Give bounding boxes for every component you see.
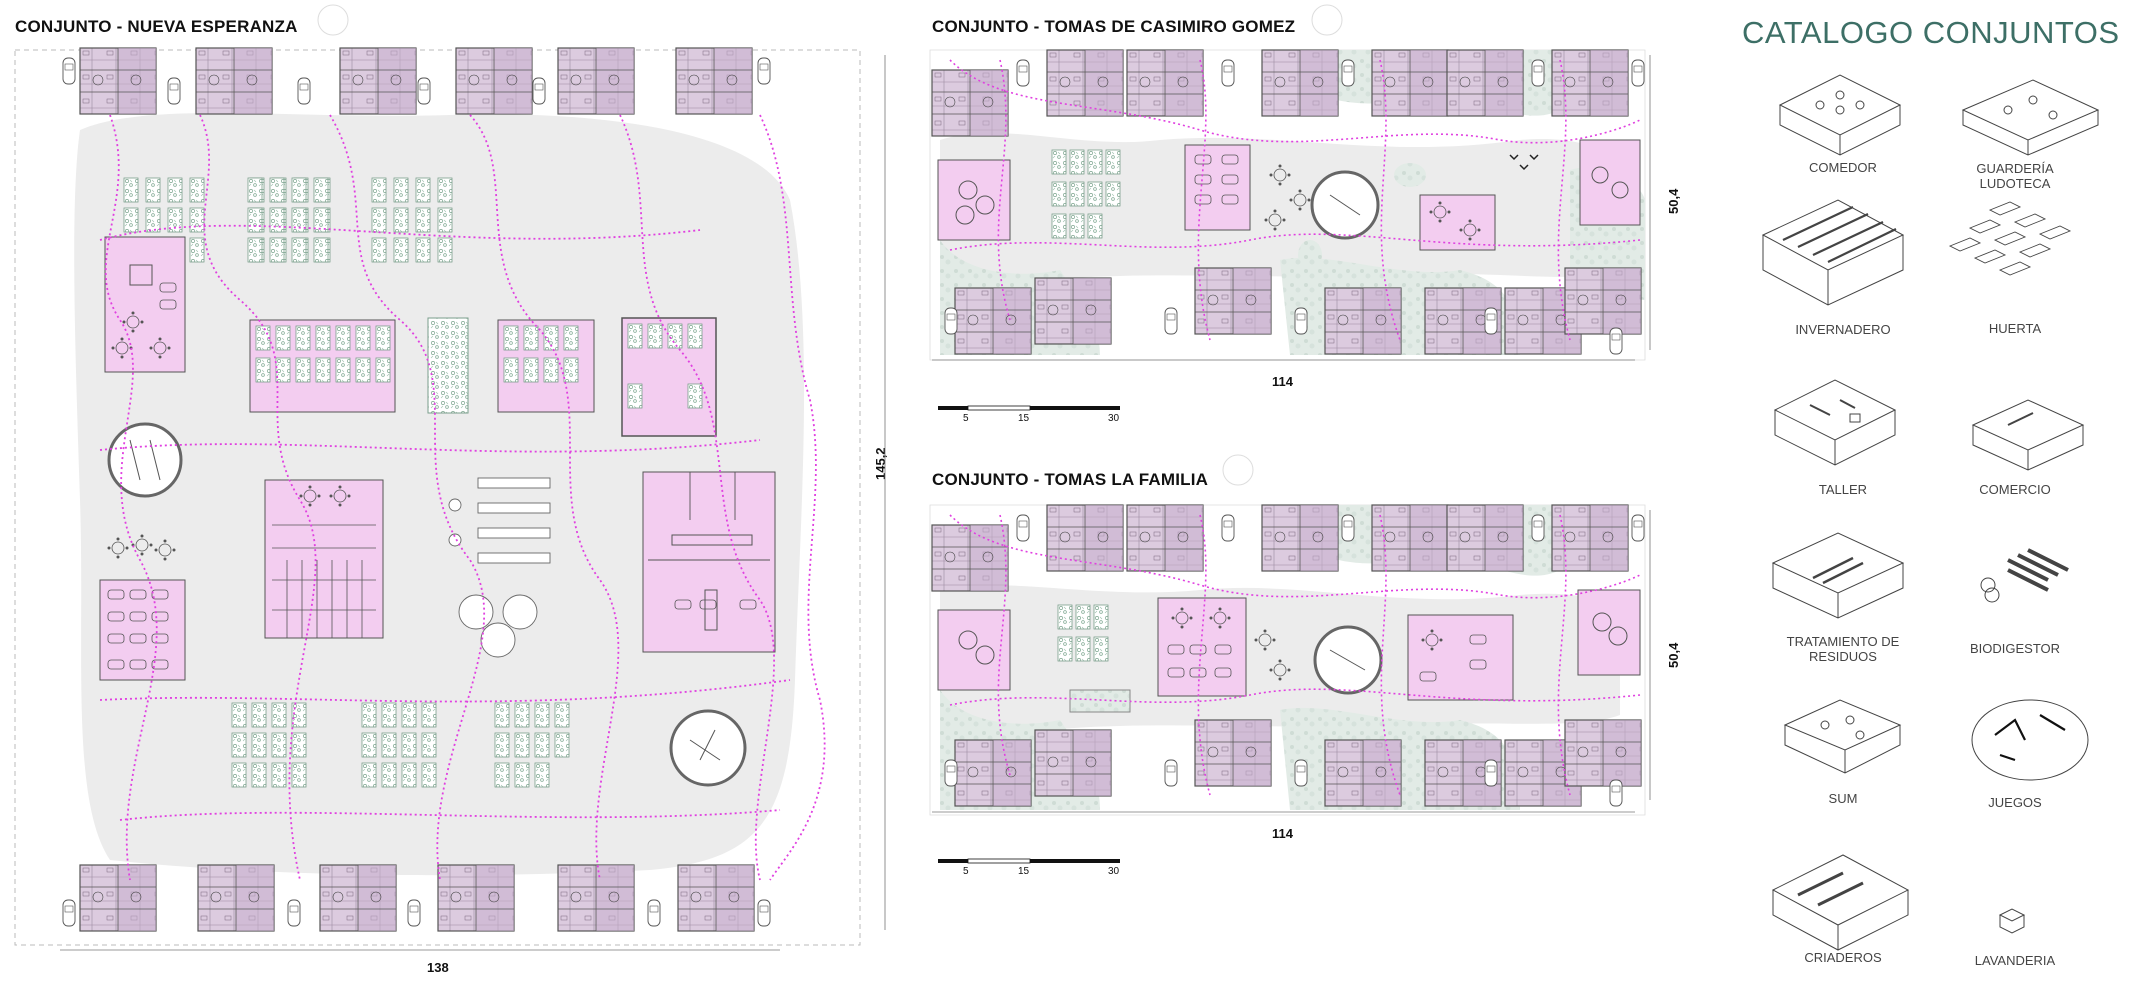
playground-axonometric-icon bbox=[1971, 699, 2089, 781]
dim-width-la-familia: 114 bbox=[1272, 826, 1293, 841]
breeding-axonometric-icon bbox=[1771, 854, 1910, 951]
catalog-label-sum: SUM bbox=[1828, 791, 1858, 806]
scale-bar-1 bbox=[938, 405, 1120, 411]
catalog-label-huerta: HUERTA bbox=[1988, 321, 2042, 336]
dim-width-nueva-esperanza: 138 bbox=[427, 960, 449, 975]
scale-bar-2 bbox=[938, 858, 1120, 864]
scale-tick-15-b: 15 bbox=[1018, 866, 1030, 877]
nursery-axonometric-icon bbox=[1961, 79, 2100, 156]
dining-hall-axonometric-icon bbox=[1778, 74, 1902, 156]
plan-title-casimiro-gomez: CONJUNTO - TOMAS DE CASIMIRO GOMEZ bbox=[932, 17, 1296, 36]
plan-nueva-esperanza bbox=[14, 4, 886, 951]
catalog-label-invernadero: INVERNADERO bbox=[1795, 322, 1891, 337]
shop-axonometric-icon bbox=[1971, 399, 2085, 471]
catalog-title: CATALOGO CONJUNTOS bbox=[1742, 15, 2120, 50]
plan-title-la-familia: CONJUNTO - TOMAS LA FAMILIA bbox=[932, 470, 1209, 489]
scale-tick-5: 5 bbox=[963, 413, 969, 424]
plan-la-familia bbox=[929, 454, 1651, 864]
waste-treatment-axonometric-icon bbox=[1771, 532, 1905, 619]
catalog-label-biodigestor: BIODIGESTOR bbox=[1969, 641, 2061, 656]
scale-tick-30: 30 bbox=[1108, 413, 1120, 424]
laundry-axonometric-icon bbox=[1998, 908, 2026, 934]
dim-width-casimiro-gomez: 114 bbox=[1272, 374, 1293, 389]
garden-beds-axonometric-icon bbox=[1948, 201, 2072, 276]
catalog-label-tratamiento: TRATAMIENTO DE RESIDUOS bbox=[1786, 634, 1900, 664]
scale-tick-5-b: 5 bbox=[963, 866, 969, 877]
workshop-axonometric-icon bbox=[1773, 379, 1897, 466]
scale-tick-30-b: 30 bbox=[1108, 866, 1120, 877]
plan-title-nueva-esperanza: CONJUNTO - NUEVA ESPERANZA bbox=[15, 17, 298, 36]
catalog-label-guarderia: GUARDERÍA LUDOTECA bbox=[1976, 161, 2054, 191]
catalog-label-taller: TALLER bbox=[1818, 482, 1868, 497]
catalog-label-comercio: COMERCIO bbox=[1979, 482, 2051, 497]
scale-tick-15: 15 bbox=[1018, 413, 1030, 424]
catalog-label-criaderos: CRIADEROS bbox=[1804, 950, 1882, 965]
plan-casimiro-gomez bbox=[929, 4, 1651, 411]
catalog-label-comedor: COMEDOR bbox=[1809, 160, 1877, 175]
biodigester-axonometric-icon bbox=[1980, 548, 2069, 603]
multipurpose-room-axonometric-icon bbox=[1783, 699, 1902, 774]
catalog-label-juegos: JUEGOS bbox=[1988, 795, 2042, 810]
catalog-label-lavanderia: LAVANDERIA bbox=[1974, 953, 2056, 968]
catalog-icons bbox=[1761, 74, 2100, 951]
greenhouse-axonometric-icon bbox=[1761, 199, 1905, 306]
